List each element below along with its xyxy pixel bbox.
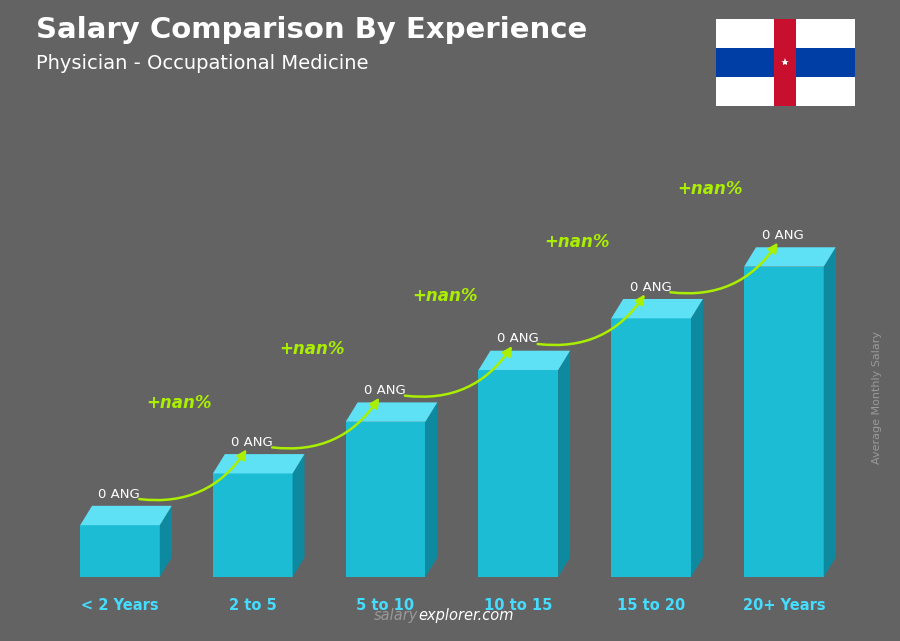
Polygon shape: [426, 403, 437, 577]
Text: +nan%: +nan%: [412, 287, 477, 305]
Polygon shape: [80, 506, 172, 525]
Polygon shape: [160, 506, 172, 577]
Polygon shape: [691, 299, 703, 577]
Polygon shape: [346, 403, 437, 422]
Polygon shape: [611, 319, 691, 577]
Polygon shape: [744, 247, 836, 267]
Text: +nan%: +nan%: [544, 233, 610, 251]
Text: Salary Comparison By Experience: Salary Comparison By Experience: [36, 16, 587, 44]
Text: 0 ANG: 0 ANG: [630, 281, 671, 294]
Text: 20+ Years: 20+ Years: [742, 598, 825, 613]
Text: 0 ANG: 0 ANG: [497, 333, 538, 345]
Polygon shape: [346, 422, 426, 577]
Text: 10 to 15: 10 to 15: [484, 598, 553, 613]
Text: 15 to 20: 15 to 20: [617, 598, 685, 613]
Bar: [774, 19, 796, 106]
Polygon shape: [213, 474, 292, 577]
Polygon shape: [479, 351, 570, 370]
Text: explorer.com: explorer.com: [418, 608, 514, 623]
Polygon shape: [744, 267, 824, 577]
Text: 0 ANG: 0 ANG: [364, 384, 406, 397]
Text: 2 to 5: 2 to 5: [229, 598, 276, 613]
Text: < 2 Years: < 2 Years: [81, 598, 158, 613]
Polygon shape: [80, 525, 160, 577]
Text: 0 ANG: 0 ANG: [762, 229, 804, 242]
Text: 0 ANG: 0 ANG: [98, 488, 140, 501]
Polygon shape: [611, 299, 703, 319]
Text: 0 ANG: 0 ANG: [231, 436, 273, 449]
Polygon shape: [824, 247, 836, 577]
Text: salary: salary: [374, 608, 418, 623]
Text: Average Monthly Salary: Average Monthly Salary: [872, 331, 883, 464]
Text: +nan%: +nan%: [678, 180, 742, 198]
Text: 5 to 10: 5 to 10: [356, 598, 415, 613]
Bar: [716, 48, 855, 77]
Polygon shape: [292, 454, 304, 577]
Polygon shape: [479, 370, 558, 577]
Text: +nan%: +nan%: [147, 394, 212, 412]
Text: +nan%: +nan%: [279, 340, 345, 358]
Polygon shape: [213, 454, 304, 474]
Text: Physician - Occupational Medicine: Physician - Occupational Medicine: [36, 54, 368, 74]
Polygon shape: [558, 351, 570, 577]
